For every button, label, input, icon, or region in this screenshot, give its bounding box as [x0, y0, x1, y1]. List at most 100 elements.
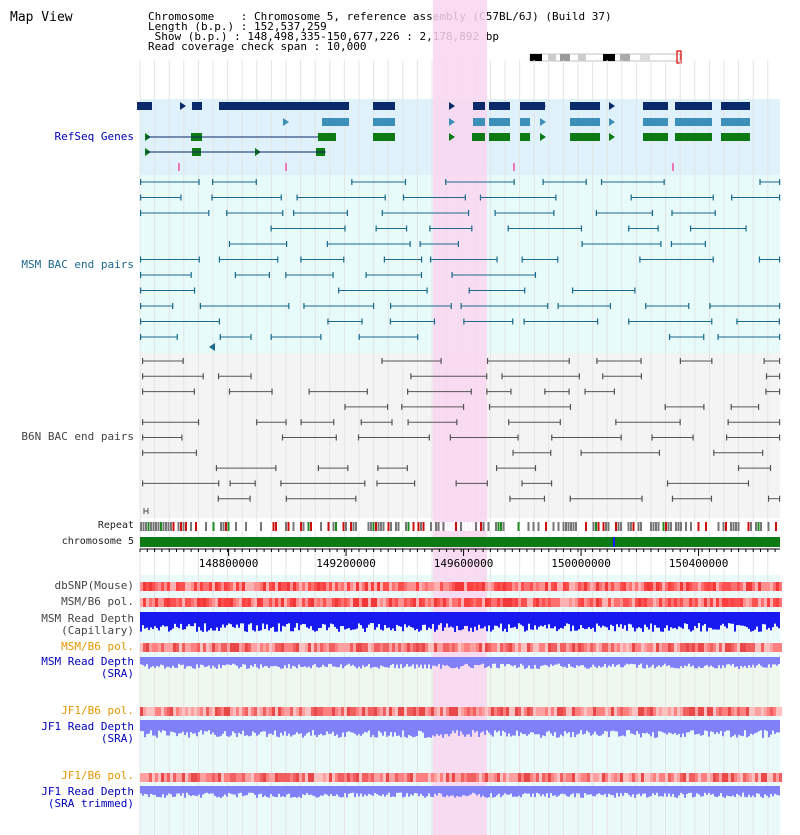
b6n-bac-end [580, 449, 582, 456]
msm-b6-pol-bin [227, 598, 230, 607]
b6n-bac-end [615, 419, 617, 426]
msm-b6-pol-bin [479, 598, 482, 607]
msm-depth-capillary-bar [620, 612, 622, 625]
msm-depth-sra-bar [384, 657, 386, 668]
msm-bac-end [389, 303, 392, 309]
dbsnp-bin [515, 582, 518, 591]
msm-bac-end [779, 194, 781, 201]
msm-depth-capillary-label[interactable]: MSM Read Depth (Capillary) [41, 612, 134, 637]
msm-depth-capillary-bar [668, 612, 670, 631]
msm-b6-pol-bin [626, 598, 629, 607]
msm-b6-pol-sra-bin [446, 643, 449, 652]
jf1-depth-sra-bar [372, 720, 374, 736]
msm-b6-pol-sra-bin [173, 643, 176, 652]
jf1-depth-sra-bar [436, 720, 438, 734]
msm-b6-pol-bin [449, 598, 452, 607]
jf1-depth-sra-bar [282, 720, 284, 736]
msm-depth-capillary-bar [422, 612, 424, 625]
msm-b6-pol-bin [755, 598, 758, 607]
msm-b6-pol-sra-bin [560, 643, 563, 652]
jf1-depth-sra-bar [634, 720, 636, 735]
jf1-b6-pol-label[interactable]: JF1/B6 pol. [61, 704, 134, 717]
jf1-b6-pol-trim-bin [356, 773, 359, 782]
dbsnp-bin [719, 582, 722, 591]
jf1-depth-sra-bar [526, 720, 528, 736]
jf1-b6-pol-bin [254, 707, 257, 716]
msm-b6-pol-sra-bin [341, 643, 344, 652]
b6n-bac-label[interactable]: B6N BAC end pairs [21, 430, 134, 443]
jf1-b6-pol-trim-bin [758, 773, 761, 782]
jf1-depth-sra-bar [308, 720, 310, 733]
msm-b6-pol-sra-bin [395, 643, 398, 652]
repeat-element [775, 522, 777, 531]
msm-b6-pol-label[interactable]: MSM/B6 pol. [61, 595, 134, 608]
jf1-depth-sra-label[interactable]: JF1 Read Depth (SRA) [41, 720, 134, 745]
msm-bac-end [140, 210, 142, 216]
b6n-bac-end [377, 465, 379, 472]
jf1-depth-sra-bar [194, 720, 196, 734]
msm-depth-sra-bar [612, 657, 614, 664]
msm-depth-capillary-bar [744, 612, 746, 627]
dbsnp-label[interactable]: dbSNP(Mouse) [54, 579, 134, 592]
repeat-element [590, 522, 592, 531]
b6n-bac-end [142, 419, 144, 426]
msm-b6-pol-bin [488, 598, 491, 607]
repeat-element [345, 522, 347, 531]
repeat-element [505, 522, 507, 531]
msm-depth-sra-bar [750, 657, 752, 668]
jf1-depth-trimmed-label[interactable]: JF1 Read Depth (SRA trimmed) [41, 785, 134, 810]
jf1-depth-trimmed-bar [596, 786, 598, 795]
jf1-depth-sra-bar [504, 720, 506, 733]
msm-depth-capillary-bar [348, 612, 350, 629]
msm-depth-sra-bar [466, 657, 468, 664]
b6n-bac-end [470, 388, 472, 395]
dbsnp-bin [254, 582, 257, 591]
msm-b6-pol-sra-bin [629, 643, 632, 652]
refseq-genes-label[interactable]: RefSeq Genes [54, 130, 134, 143]
jf1-b6-pol-trim-label[interactable]: JF1/B6 pol. [61, 769, 134, 782]
b6n-bac-end [440, 358, 442, 364]
gene-exon [489, 102, 510, 110]
msm-b6-pol-bin [329, 598, 332, 607]
jf1-depth-trimmed-bar [652, 786, 654, 794]
gene-exon [219, 102, 349, 110]
msm-depth-sra-bar [452, 657, 454, 669]
msm-depth-sra-label[interactable]: MSM Read Depth (SRA) [41, 655, 134, 680]
msm-depth-sra-bar [232, 657, 234, 664]
jf1-b6-pol-bin [326, 707, 329, 716]
jf1-b6-pol-bin [593, 707, 596, 716]
repeat-element [562, 522, 565, 531]
jf1-b6-pol-bin [524, 707, 527, 716]
msm-depth-capillary-bar [172, 612, 174, 629]
msm-b6-pol-sra-label[interactable]: MSM/B6 pol. [61, 640, 134, 653]
dbsnp-bin [674, 582, 677, 591]
msm-depth-sra-bar [522, 657, 524, 666]
jf1-b6-pol-trim-bin [737, 773, 740, 782]
jf1-depth-sra-bar [754, 720, 756, 734]
jf1-b6-pol-bin [443, 707, 446, 716]
jf1-depth-sra-bar [508, 720, 510, 734]
repeat-element [517, 522, 520, 531]
msm-depth-capillary-bar [286, 612, 288, 624]
msm-depth-capillary-bar [170, 612, 172, 631]
jf1-depth-sra-bar [652, 720, 654, 733]
jf1-depth-trimmed-bar [260, 786, 262, 794]
msm-b6-pol-sra-bin [716, 643, 719, 652]
msm-bac-label[interactable]: MSM BAC end pairs [21, 258, 134, 271]
chromosome-ideogram[interactable] [529, 50, 682, 64]
axis-tick-label: 149200000 [316, 557, 376, 570]
jf1-b6-pol-trim-bin [755, 773, 758, 782]
msm-depth-capillary-bar [642, 612, 644, 632]
msm-depth-sra-bar [468, 657, 470, 667]
msm-bac-end [140, 287, 142, 294]
jf1-depth-sra-bar [408, 720, 410, 735]
jf1-depth-trimmed-bar [330, 786, 332, 795]
dbsnp-bin [419, 582, 422, 591]
repeat-element [220, 522, 222, 531]
msm-depth-capillary-bar [510, 612, 512, 628]
jf1-depth-sra-bar [642, 720, 644, 733]
jf1-depth-sra-bar [226, 720, 228, 737]
jf1-depth-trimmed-bar [572, 786, 574, 794]
msm-bac-end [496, 256, 498, 263]
